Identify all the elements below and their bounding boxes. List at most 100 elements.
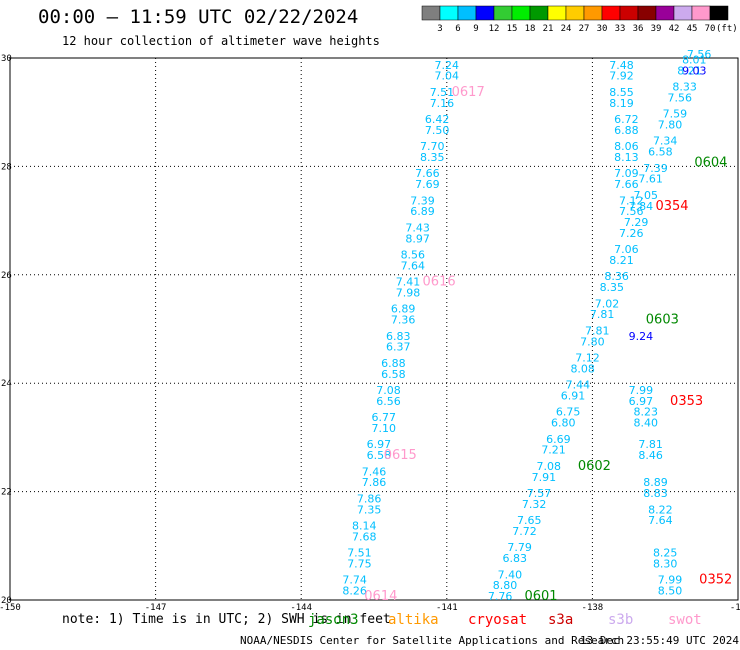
colorbar-swatch: [655, 5, 675, 21]
pass-time-label: 0616: [423, 275, 456, 290]
wave-height-point: 7.70: [420, 140, 445, 153]
wave-height-point: 7.39: [410, 194, 435, 207]
y-tick-label: 20: [1, 596, 12, 606]
wave-height-point: 7.68: [352, 530, 377, 543]
wave-height-point: 8.13: [614, 151, 639, 164]
wave-height-point: 8.55: [609, 86, 634, 99]
wave-height-point: 7.80: [658, 118, 683, 131]
x-tick-label: -147: [145, 603, 167, 610]
wave-height-point: 7.51: [430, 86, 455, 99]
wave-height-point: 8.46: [638, 449, 663, 462]
x-tick-label: -13: [730, 603, 740, 610]
y-tick-label: 30: [1, 54, 12, 64]
wave-height-point: 8.06: [614, 140, 639, 153]
satellite-legend-item: jason3: [308, 612, 359, 628]
colorbar-label: 45: [687, 24, 698, 34]
wave-height-point: 7.50: [425, 124, 450, 137]
wave-height-point: 7.64: [401, 259, 426, 272]
wave-height-point: 7.40: [498, 568, 523, 581]
wave-height-point: 7.75: [347, 557, 372, 570]
wave-height-point: 8.35: [420, 151, 445, 164]
wave-height-point: 7.81: [590, 308, 615, 321]
wave-height-point: 6.58: [648, 146, 673, 159]
wave-height-point: 6.97: [367, 438, 392, 451]
y-tick-label: 26: [1, 271, 12, 281]
pass-time-label: 0603: [646, 313, 679, 328]
wave-height-point: 7.56: [687, 48, 712, 61]
time-unit-note: note: 1) Time is in UTC; 2) SWH is in fe…: [62, 612, 391, 627]
wave-height-point: 6.56: [376, 395, 401, 408]
wave-height-point: 7.12: [619, 194, 644, 207]
wave-height-point: 7.06: [614, 243, 639, 256]
y-tick-label: 28: [1, 162, 12, 172]
colorbar-swatch: [565, 5, 585, 21]
wave-height-point: 7.35: [357, 503, 382, 516]
wave-height-point: 7.16: [430, 97, 455, 110]
wave-height-point: 7.61: [638, 173, 663, 186]
wave-height-point: 6.88: [614, 124, 639, 137]
wave-height-point: 8.50: [658, 585, 683, 598]
pass-time-label: 0602: [578, 459, 611, 474]
satellite-legend-item: cryosat: [468, 612, 528, 628]
colorbar-unit: (ft): [716, 24, 738, 34]
wave-height-point: 7.46: [362, 465, 387, 478]
colorbar-swatch: [421, 5, 441, 21]
wave-height-point: 7.98: [396, 286, 421, 299]
chart-subtitle: 12 hour collection of altimeter wave hei…: [62, 34, 380, 48]
wave-height-point: 7.92: [609, 70, 634, 83]
wave-height-point: 8.33: [672, 81, 697, 94]
wave-height-point: 8.21: [609, 254, 634, 267]
wave-height-point: 8.26: [342, 585, 367, 598]
wave-height-point: 9.03: [682, 64, 707, 77]
pass-time-label: 0353: [670, 394, 703, 409]
wave-height-point: 7.02: [595, 297, 620, 310]
wave-height-point: 7.69: [415, 178, 440, 191]
wave-height-point: 7.09: [614, 167, 639, 180]
x-tick-label: -144: [290, 603, 312, 610]
colorbar-label: 27: [579, 24, 590, 34]
colorbar-swatch: [619, 5, 639, 21]
wave-height-point: 7.36: [391, 314, 416, 327]
wave-height-point: 7.64: [648, 514, 673, 527]
footer-timestamp: 13 Dec 23:55:49 UTC 2024: [580, 634, 739, 647]
wave-height-point: 7.72: [512, 525, 537, 538]
wave-height-point: 7.59: [663, 108, 688, 121]
pass-time-label: 0601: [524, 589, 557, 604]
colorbar-label: 18: [525, 24, 536, 34]
wave-height-point: 7.99: [629, 384, 654, 397]
colorbar-label: 30: [597, 24, 608, 34]
wave-height-point: 6.83: [386, 330, 411, 343]
wave-height-point: 6.89: [391, 303, 416, 316]
wave-height-point: 8.80: [493, 579, 518, 592]
wave-height-point: 7.91: [532, 471, 557, 484]
wave-height-point: 7.39: [643, 162, 668, 175]
wave-height-point: 7.99: [658, 574, 683, 587]
wave-height-point: 6.97: [629, 395, 654, 408]
wave-height-point: 8.36: [604, 270, 629, 283]
wave-height-point: 7.05: [634, 189, 659, 202]
wave-height-point: 8.08: [570, 362, 595, 375]
wave-height-point: 7.84: [629, 200, 654, 213]
wave-height-point: 7.26: [619, 227, 644, 240]
wave-height-point: 7.57: [527, 487, 552, 500]
y-tick-label: 24: [1, 379, 12, 389]
colorbar-swatch: [691, 5, 711, 21]
colorbar-swatch: [439, 5, 459, 21]
colorbar-label: 70: [705, 24, 716, 34]
wave-height-point: 7.32: [522, 498, 547, 511]
wave-height-point: 8.97: [405, 232, 430, 245]
colorbar-label: 36: [633, 24, 644, 34]
wave-height-point: 7.48: [609, 59, 634, 72]
wave-height-point: 8.83: [643, 487, 668, 500]
wave-height-point: 6.83: [502, 552, 527, 565]
wave-height-point: 8.14: [352, 520, 377, 533]
satellite-legend-item: s3b: [608, 612, 634, 628]
wave-height-point: 8.01: [682, 53, 707, 66]
x-tick-label: -138: [582, 603, 604, 610]
y-tick-label: 22: [1, 488, 12, 498]
wave-height-point: 7.86: [362, 476, 387, 489]
satellite-legend-item: altika: [388, 612, 439, 628]
pass-time-label: 0354: [655, 199, 688, 214]
wave-height-point: 7.08: [536, 460, 561, 473]
wave-height-point: 6.42: [425, 113, 450, 126]
